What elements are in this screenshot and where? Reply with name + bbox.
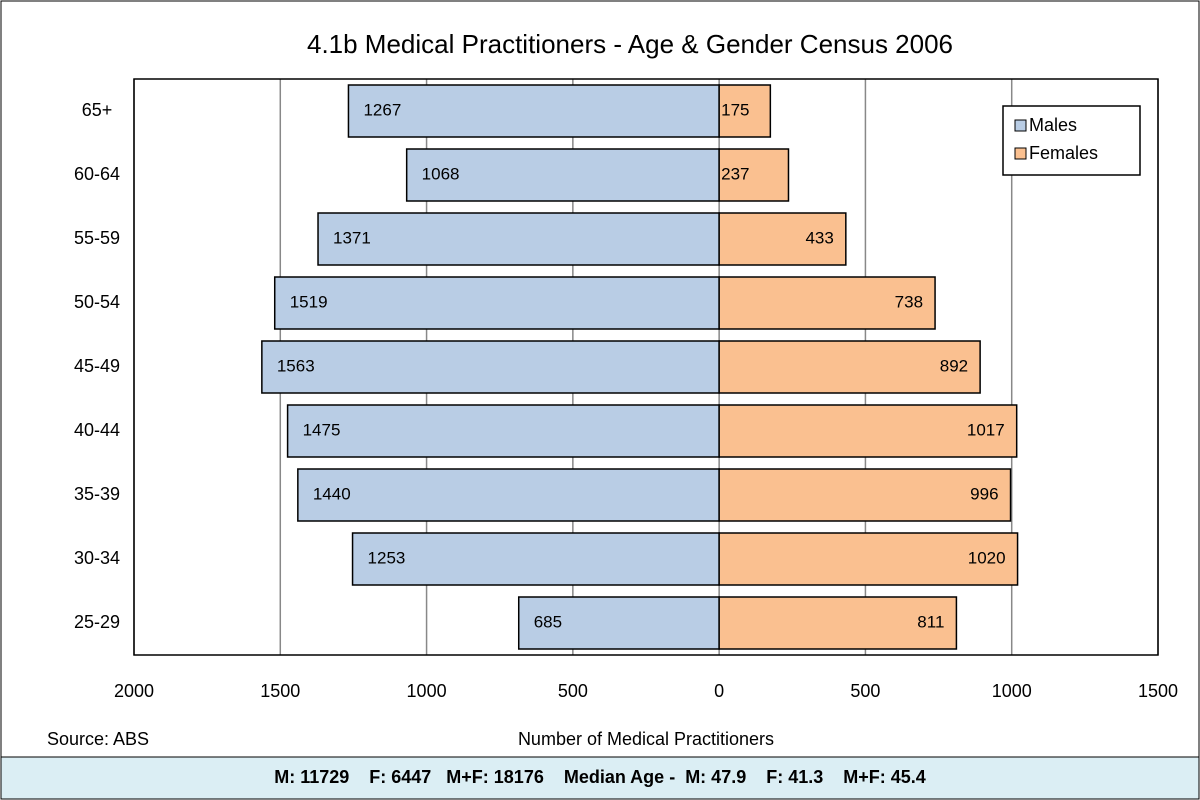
footer-summary: M: 11729 F: 6447 M+F: 18176 Median Age -… xyxy=(274,767,926,787)
data-label: 1440 xyxy=(313,484,351,503)
bar xyxy=(718,212,847,266)
data-label: 1519 xyxy=(290,292,328,311)
legend-box xyxy=(1002,105,1141,176)
y-tick-label: 40-44 xyxy=(74,420,120,440)
y-tick-label: 45-49 xyxy=(74,356,120,376)
data-label: 1475 xyxy=(303,420,341,439)
data-label: 738 xyxy=(895,292,923,311)
x-tick-label: 500 xyxy=(558,681,588,701)
data-label: 1563 xyxy=(277,356,315,375)
x-tick-label: 0 xyxy=(714,681,724,701)
y-tick-label: 50-54 xyxy=(74,292,120,312)
bar xyxy=(718,276,936,330)
data-label: 1017 xyxy=(967,420,1005,439)
data-label: 1253 xyxy=(368,548,406,567)
bar xyxy=(261,340,720,394)
footer-band xyxy=(0,756,1200,800)
y-tick-label: 65+ xyxy=(82,100,113,120)
legend-label: Females xyxy=(1029,143,1098,163)
bar xyxy=(718,404,1018,458)
bar xyxy=(718,596,958,650)
data-label: 811 xyxy=(917,612,944,631)
bar xyxy=(286,404,720,458)
source-note: Source: ABS xyxy=(47,729,149,749)
x-tick-label: 1500 xyxy=(260,681,300,701)
legend-swatch xyxy=(1014,119,1027,132)
x-axis-label: Number of Medical Practitioners xyxy=(518,729,774,749)
chart-title: 4.1b Medical Practitioners - Age & Gende… xyxy=(307,29,953,59)
bar xyxy=(718,340,981,394)
bar xyxy=(351,532,720,586)
y-tick-label: 25-29 xyxy=(74,612,120,632)
y-tick-label: 55-59 xyxy=(74,228,120,248)
plot-border xyxy=(133,78,1159,656)
bar xyxy=(718,532,1019,586)
x-tick-label: 500 xyxy=(850,681,880,701)
data-label: 685 xyxy=(534,612,562,631)
data-label: 1267 xyxy=(363,100,401,119)
data-label: 1020 xyxy=(968,548,1006,567)
y-tick-label: 35-39 xyxy=(74,484,120,504)
data-label: 237 xyxy=(721,164,749,183)
legend-swatch xyxy=(1014,147,1027,160)
bar xyxy=(718,84,772,138)
bar xyxy=(317,212,720,266)
bar xyxy=(718,148,790,202)
x-tick-label: 1000 xyxy=(407,681,447,701)
x-tick-label: 1000 xyxy=(992,681,1032,701)
data-label: 1068 xyxy=(422,164,460,183)
data-label: 996 xyxy=(970,484,998,503)
y-tick-label: 60-64 xyxy=(74,164,120,184)
data-label: 175 xyxy=(721,100,749,119)
y-tick-label: 30-34 xyxy=(74,548,120,568)
bar xyxy=(273,276,720,330)
data-label: 892 xyxy=(940,356,968,375)
data-label: 1371 xyxy=(333,228,371,247)
bar xyxy=(718,468,1012,522)
bar xyxy=(347,84,720,138)
legend-label: Males xyxy=(1029,115,1077,135)
x-tick-label: 2000 xyxy=(114,681,154,701)
data-label: 433 xyxy=(805,228,833,247)
x-tick-label: 1500 xyxy=(1138,681,1178,701)
bar xyxy=(297,468,720,522)
